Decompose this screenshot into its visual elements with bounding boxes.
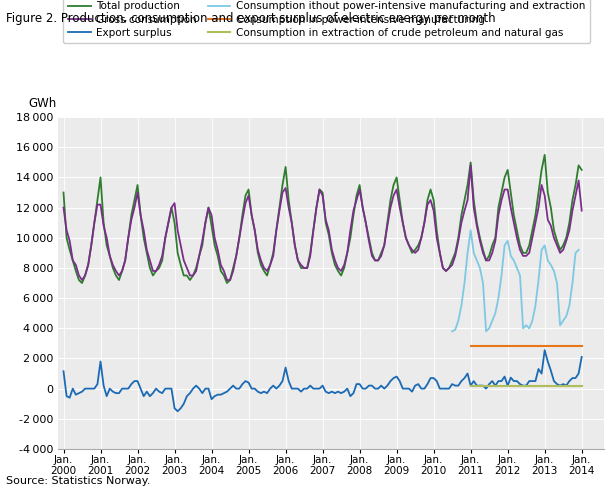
- Consumption ithout power-intensive manufacturing and extraction: [553, 280, 561, 286]
- Consumption ithout power-intensive manufacturing and extraction: [501, 243, 508, 248]
- Total production: [541, 152, 548, 158]
- Line: Export surplus: Export surplus: [63, 350, 582, 411]
- Consumption in power-intensive manufacturing: [578, 344, 586, 349]
- Gross consumption: [479, 250, 487, 256]
- Export surplus: [578, 354, 586, 360]
- Total production: [467, 160, 475, 165]
- Total production: [476, 235, 484, 241]
- Total production: [578, 167, 586, 173]
- Gross consumption: [202, 220, 209, 225]
- Export surplus: [467, 383, 475, 388]
- Text: Figure 2. Production, consumption and export surplus of electric energy per mont: Figure 2. Production, consumption and ex…: [6, 12, 496, 25]
- Legend: Total production, Gross consumption, Export surplus, Consumption ithout power-in: Total production, Gross consumption, Exp…: [63, 0, 590, 43]
- Gross consumption: [507, 204, 514, 210]
- Line: Total production: Total production: [63, 155, 582, 283]
- Total production: [78, 280, 85, 286]
- Total production: [559, 243, 567, 248]
- Consumption in extraction of crude petroleum and natural gas: [473, 384, 481, 389]
- Consumption in extraction of crude petroleum and natural gas: [501, 384, 508, 389]
- Export surplus: [476, 383, 484, 388]
- Export surplus: [559, 381, 567, 387]
- Consumption in power-intensive manufacturing: [553, 344, 561, 349]
- Consumption in extraction of crude petroleum and natural gas: [578, 384, 586, 389]
- Gross consumption: [559, 247, 567, 253]
- Text: GWh: GWh: [28, 98, 56, 110]
- Consumption ithout power-intensive manufacturing and extraction: [473, 258, 481, 264]
- Total production: [202, 220, 209, 225]
- Line: Consumption ithout power-intensive manufacturing and extraction: Consumption ithout power-intensive manuf…: [452, 230, 579, 331]
- Consumption ithout power-intensive manufacturing and extraction: [464, 250, 472, 256]
- Consumption in power-intensive manufacturing: [473, 344, 481, 349]
- Export surplus: [60, 368, 67, 374]
- Gross consumption: [78, 277, 85, 283]
- Export surplus: [267, 386, 274, 391]
- Line: Gross consumption: Gross consumption: [63, 165, 582, 280]
- Export surplus: [541, 347, 548, 353]
- Consumption in extraction of crude petroleum and natural gas: [553, 384, 561, 389]
- Gross consumption: [578, 208, 586, 214]
- Consumption in power-intensive manufacturing: [501, 344, 508, 349]
- Total production: [60, 190, 67, 196]
- Text: Source: Statistics Norway.: Source: Statistics Norway.: [6, 476, 151, 486]
- Gross consumption: [60, 204, 67, 210]
- Gross consumption: [467, 163, 475, 168]
- Export surplus: [202, 386, 209, 391]
- Total production: [504, 167, 511, 173]
- Total production: [267, 262, 274, 268]
- Gross consumption: [470, 204, 478, 210]
- Gross consumption: [267, 262, 274, 268]
- Export surplus: [504, 383, 511, 388]
- Export surplus: [174, 408, 181, 414]
